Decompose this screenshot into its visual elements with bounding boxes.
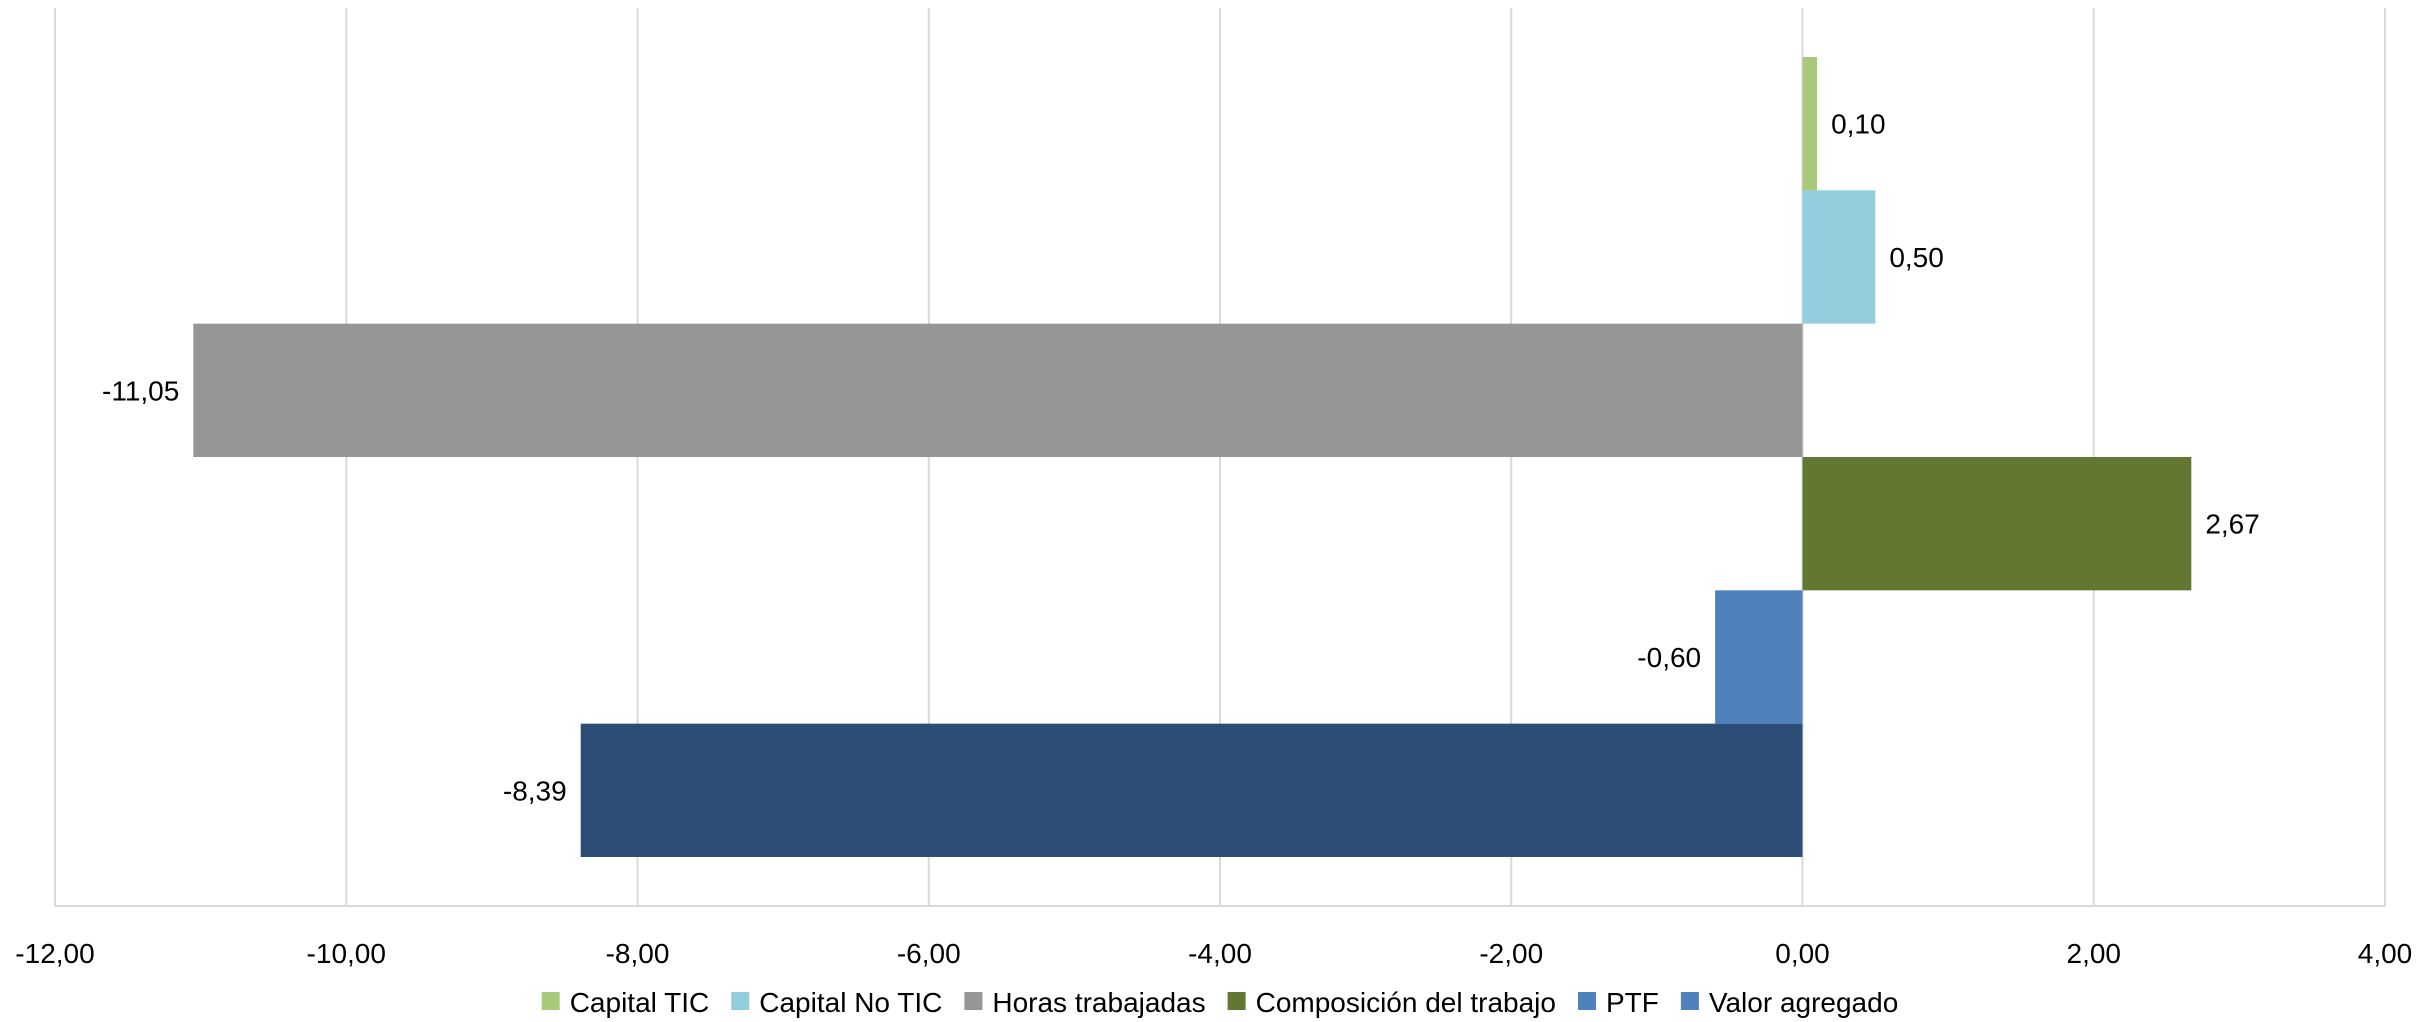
legend-swatch — [541, 992, 560, 1010]
bar — [1802, 190, 1876, 324]
legend-swatch — [1227, 992, 1246, 1010]
bar — [193, 323, 1803, 457]
data-label: -8,39 — [503, 775, 567, 806]
x-tick-label: 0,00 — [1775, 938, 1830, 969]
data-label: 0,10 — [1831, 109, 1886, 140]
legend-swatch — [1680, 992, 1699, 1010]
bar — [1802, 457, 2192, 591]
data-label: 0,50 — [1889, 242, 1944, 273]
data-labels: 0,10 0,50 -11,05 2,67 -0,60 -8,39 — [102, 109, 2260, 807]
x-tick-label: -4,00 — [1188, 938, 1252, 969]
legend-label: Composición del trabajo — [1256, 987, 1556, 1018]
legend-label: Horas trabajadas — [992, 987, 1205, 1018]
legend: Capital TIC Capital No TIC Horas trabajada… — [541, 987, 1898, 1018]
data-label: 2,67 — [2205, 509, 2260, 540]
bar — [1802, 57, 1818, 191]
x-tick-labels: -12,00 -10,00 -8,00 -6,00 -4,00 -2,00 0,00 2,00… — [15, 938, 2412, 969]
bar — [580, 723, 1803, 857]
legend-swatch — [1577, 992, 1596, 1010]
legend-label: PTF — [1606, 987, 1659, 1018]
x-tick-label: -2,00 — [1479, 938, 1543, 969]
x-tick-label: -12,00 — [15, 938, 94, 969]
bars — [193, 57, 2192, 857]
x-tick-label: -10,00 — [307, 938, 386, 969]
data-label: -0,60 — [1637, 642, 1701, 673]
legend-label: Valor agregado — [1709, 987, 1898, 1018]
legend-label: Capital TIC — [570, 987, 710, 1018]
legend-label: Capital No TIC — [759, 987, 942, 1018]
x-tick-label: 2,00 — [2067, 938, 2122, 969]
x-tick-label: 4,00 — [2358, 938, 2413, 969]
legend-swatch — [731, 992, 750, 1010]
x-tick-label: -8,00 — [606, 938, 670, 969]
legend-swatch — [964, 992, 983, 1010]
bar — [1715, 590, 1803, 724]
data-label: -11,05 — [102, 375, 179, 406]
x-tick-label: -6,00 — [897, 938, 961, 969]
